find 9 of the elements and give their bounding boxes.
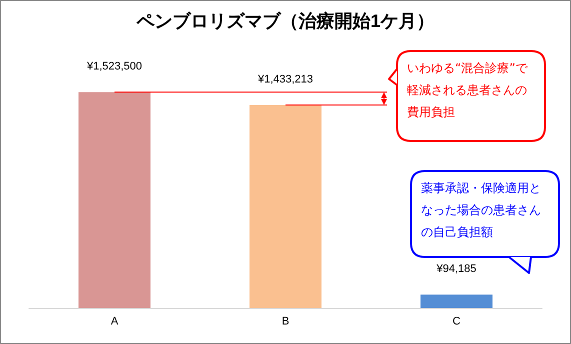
data-label: ¥1,523,500 <box>86 60 142 73</box>
data-label: ¥94,185 <box>436 263 476 276</box>
annotation: いわゆる“混合診療”で軽減される患者さんの費用負担 <box>406 60 529 121</box>
x-tick-label: C <box>452 316 461 328</box>
data-label: ¥1,433,213 <box>256 73 314 86</box>
x-tick-label: B <box>282 316 290 328</box>
x-tick-label: A <box>110 316 119 328</box>
annotation: 薬事承認・保険適用となった場合の患者さんの自己負担額 <box>420 180 542 241</box>
chart-title: ペンブロリズマブ（治療開始1ケ月） <box>135 11 435 31</box>
